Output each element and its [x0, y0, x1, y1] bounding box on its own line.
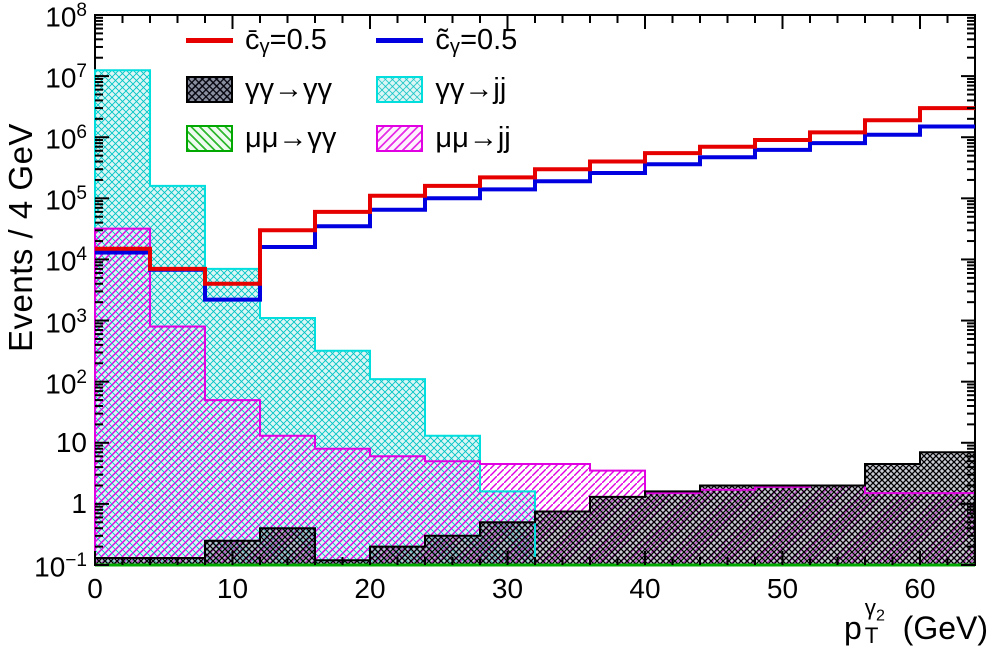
cyan-hatch-swatch	[376, 76, 424, 103]
y-tick-label: 1	[71, 487, 87, 519]
legend-label-mm-aa: μμ→γγ	[245, 122, 337, 154]
series-line-ctilde	[95, 124, 975, 302]
y-tick-label: 10	[55, 426, 87, 458]
x-axis-title: p γ2 T (GeV)	[843, 595, 988, 648]
x-tick-label: 40	[629, 573, 661, 604]
black-hatch-swatch	[186, 76, 233, 103]
histogram-lines	[94, 69, 976, 567]
y-tick-label: 102	[45, 366, 87, 399]
x-tick-label: 0	[87, 573, 103, 604]
x-title-base: p	[843, 610, 862, 646]
legend-item-cbar: c̄γ=0.5	[186, 24, 336, 59]
legend-item-aa-aa: γγ→γγ	[186, 73, 336, 106]
legend-label-ctilde: c̃γ=0.5	[435, 24, 518, 59]
y-tick-label: 108	[45, 0, 87, 33]
legend-item-mm-jj: μμ→jj	[376, 122, 517, 155]
y-tick-label: 105	[45, 183, 87, 216]
x-tick-label: 30	[491, 573, 524, 604]
blue-line-swatch	[376, 38, 424, 43]
legend-label-cbar: c̄γ=0.5	[245, 24, 327, 59]
x-title-unit: (GeV)	[893, 610, 988, 646]
x-title-superscript: γ2	[864, 594, 885, 624]
green-hatch-swatch	[186, 125, 233, 152]
legend-item-mm-aa: μμ→γγ	[186, 122, 336, 155]
y-tick-label: 104	[45, 244, 87, 277]
legend-label-aa-jj: γγ→jj	[435, 73, 507, 105]
x-tick-label: 60	[904, 573, 936, 604]
red-line-swatch	[186, 38, 233, 43]
axis-ticks	[94, 14, 975, 566]
legend-item-ctilde: c̃γ=0.5	[376, 24, 518, 59]
series-fill-mm-jj	[95, 228, 975, 565]
x-tick-label: 50	[766, 573, 799, 604]
series-line-cbar	[95, 106, 975, 286]
magenta-hatch-swatch	[376, 125, 424, 152]
legend-label-aa-aa: γγ→γγ	[245, 73, 332, 105]
series-line-aa-jj	[94, 69, 536, 565]
x-title-subscript: T	[864, 622, 879, 648]
x-tick-label: 20	[354, 573, 386, 604]
y-tick-label: 10−1	[34, 550, 87, 583]
x-tick-label: 10	[216, 573, 249, 604]
y-tick-label: 107	[45, 61, 87, 94]
y-tick-label: 103	[45, 305, 87, 338]
legend-label-mm-jj: μμ→jj	[435, 122, 511, 154]
legend-item-aa-jj: γγ→jj	[376, 73, 517, 106]
series-line-aa-aa	[94, 451, 976, 565]
x-title-scripts: γ2 T	[862, 595, 894, 648]
y-tick-label: 106	[45, 122, 87, 155]
legend: c̄γ=0.5 c̃γ=0.5 γγ→γγ γγ→jj μμ→γγ μμ→jj	[186, 24, 517, 155]
